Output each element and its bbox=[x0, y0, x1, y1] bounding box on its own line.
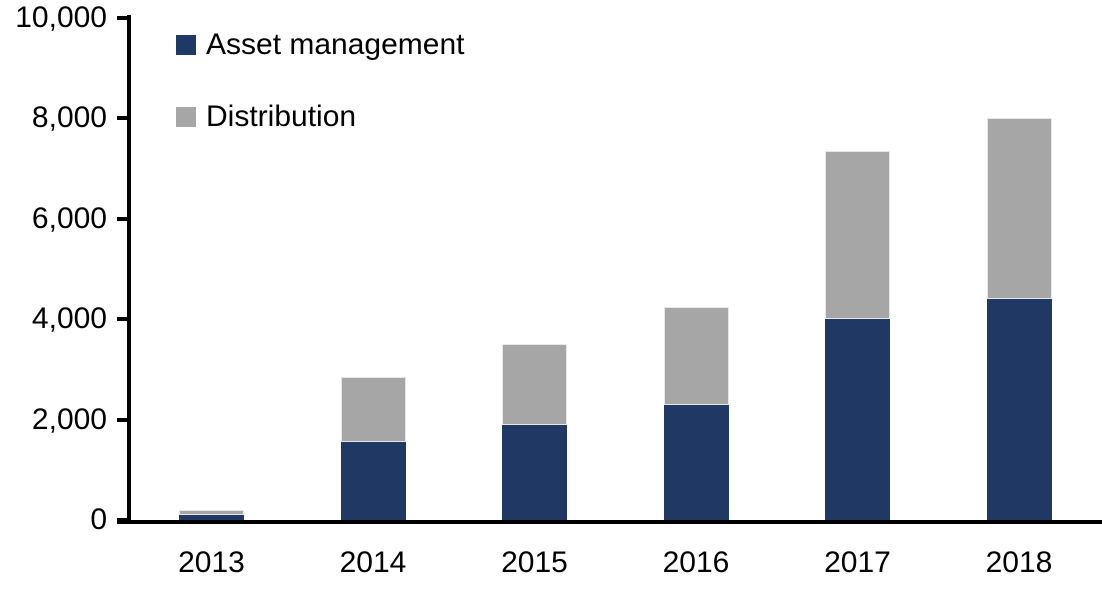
x-axis-line bbox=[117, 520, 1102, 524]
legend-label: Asset management bbox=[206, 28, 465, 61]
y-tick-label: 2,000 bbox=[31, 402, 107, 436]
bar-segment-asset-management-2015 bbox=[502, 424, 567, 520]
bar-segment-asset-management-2013 bbox=[179, 514, 244, 520]
y-tick-mark bbox=[117, 16, 131, 20]
bar-segment-distribution-2018 bbox=[986, 118, 1052, 300]
y-tick-mark bbox=[117, 317, 131, 322]
x-axis-label-2018: 2018 bbox=[985, 546, 1053, 579]
legend-swatch-icon bbox=[176, 107, 196, 127]
legend-item-asset-management: Asset management bbox=[176, 27, 464, 63]
y-tick-mark bbox=[117, 518, 131, 522]
y-tick-label: 8,000 bbox=[31, 101, 107, 135]
y-tick-label: 4,000 bbox=[31, 302, 107, 336]
x-axis-label-2017: 2017 bbox=[824, 546, 891, 579]
bar-segment-distribution-2016 bbox=[663, 306, 729, 405]
x-axis-label-2014: 2014 bbox=[339, 546, 407, 579]
y-axis-line bbox=[127, 15, 131, 524]
bar-segment-distribution-2017 bbox=[825, 151, 890, 320]
y-tick-mark bbox=[117, 216, 131, 221]
bar-segment-asset-management-2014 bbox=[340, 442, 406, 520]
y-tick-mark bbox=[117, 417, 131, 422]
y-tick-label: 0 bbox=[90, 503, 107, 536]
legend-swatch-icon bbox=[176, 35, 196, 55]
bar-segment-distribution-2013 bbox=[179, 510, 244, 515]
bar-segment-distribution-2015 bbox=[502, 344, 567, 425]
legend-item-distribution: Distribution bbox=[176, 99, 356, 135]
y-tick-mark bbox=[117, 116, 131, 121]
bar-segment-asset-management-2016 bbox=[663, 404, 729, 520]
y-tick-label: 6,000 bbox=[31, 201, 107, 235]
legend-label: Distribution bbox=[206, 100, 357, 133]
bar-segment-distribution-2014 bbox=[340, 376, 406, 443]
x-axis-label-2016: 2016 bbox=[662, 546, 730, 579]
x-axis-label-2013: 2013 bbox=[178, 546, 245, 579]
x-axis-label-2015: 2015 bbox=[501, 546, 568, 579]
y-tick-label: 10,000 bbox=[15, 1, 107, 34]
bar-segment-asset-management-2017 bbox=[825, 319, 890, 520]
bar-segment-asset-management-2018 bbox=[986, 299, 1052, 520]
